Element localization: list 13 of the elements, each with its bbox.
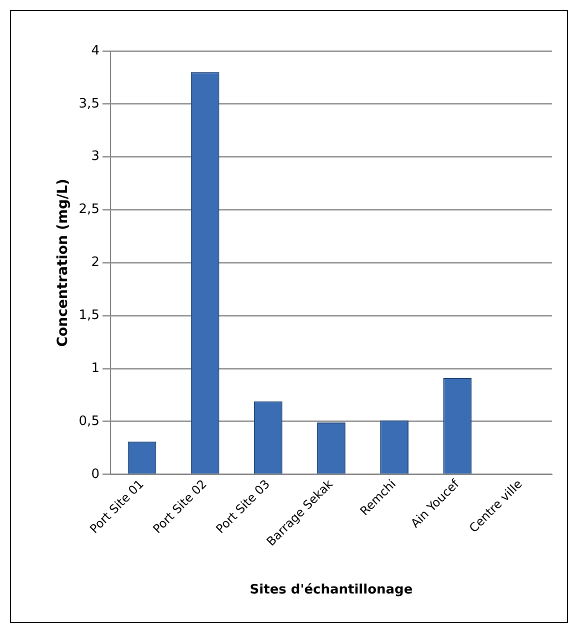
y-tick-label: 1 <box>91 360 100 376</box>
y-tick-label: 2,5 <box>78 202 100 218</box>
y-tick-label: 1,5 <box>78 308 100 323</box>
y-axis-title: Concentration (mg/L) <box>55 178 72 347</box>
y-tick-label: 4 <box>91 43 100 58</box>
y-tick-label: 0,5 <box>78 414 100 429</box>
y-tick-label: 0 <box>91 466 100 482</box>
y-tick-label: 3 <box>91 149 100 164</box>
x-axis-title: Sites d'échantillonage <box>250 582 413 598</box>
x-tick-label: Port Site 03 <box>213 476 272 536</box>
y-tick-label: 2 <box>91 255 100 270</box>
y-tick-label: 3,5 <box>78 96 100 112</box>
x-tick-label: Port Site 02 <box>150 476 210 536</box>
